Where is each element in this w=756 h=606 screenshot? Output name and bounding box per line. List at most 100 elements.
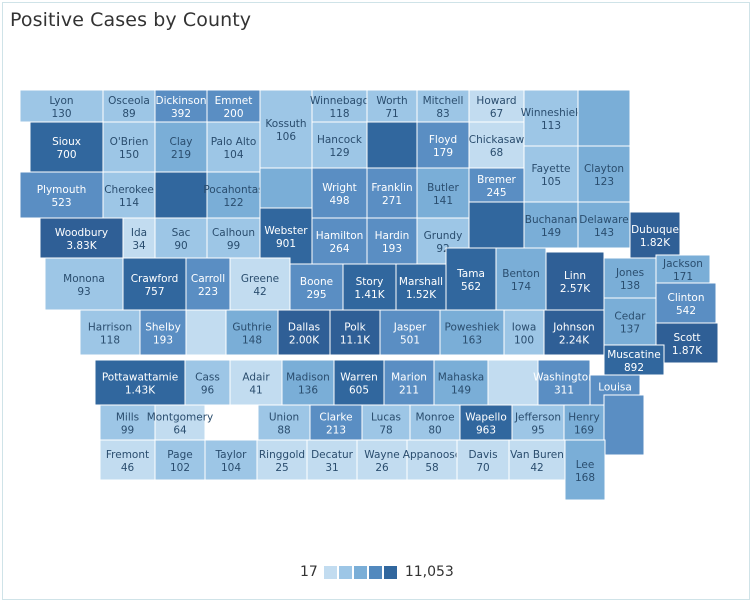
county-humboldt[interactable] — [259, 167, 313, 209]
county-shape[interactable] — [366, 89, 418, 123]
county-shape[interactable] — [537, 359, 591, 406]
county-shape[interactable] — [416, 89, 470, 123]
county-shape[interactable] — [543, 309, 605, 356]
county-shape[interactable] — [99, 404, 156, 441]
county-shape[interactable] — [523, 145, 579, 203]
county-shape[interactable] — [409, 404, 461, 441]
county-shape[interactable] — [79, 309, 141, 356]
county-shape[interactable] — [366, 121, 418, 169]
county-shape[interactable] — [577, 201, 631, 249]
county-shape[interactable] — [225, 309, 279, 356]
county-shape[interactable] — [309, 404, 363, 441]
county-allamakee[interactable] — [577, 89, 631, 147]
county-shape[interactable] — [154, 217, 208, 259]
county-shape[interactable] — [311, 89, 368, 123]
county-shape[interactable] — [277, 309, 331, 356]
county-shape[interactable] — [122, 217, 156, 259]
county-shape[interactable] — [577, 145, 631, 203]
county-shape[interactable] — [102, 121, 156, 173]
county-shape[interactable] — [281, 359, 335, 406]
county-shape[interactable] — [102, 171, 156, 219]
county-shape[interactable] — [259, 167, 313, 209]
county-shape[interactable] — [259, 89, 313, 169]
county-audubon[interactable] — [185, 309, 227, 356]
county-shape[interactable] — [523, 89, 579, 147]
county-shape[interactable] — [229, 257, 291, 311]
county-shape[interactable] — [204, 439, 258, 481]
county-shape[interactable] — [366, 167, 418, 219]
county-shape[interactable] — [655, 322, 719, 364]
county-shape[interactable] — [154, 171, 208, 219]
county-shape[interactable] — [383, 359, 435, 406]
county-shape[interactable] — [459, 404, 513, 441]
county-shape[interactable] — [439, 309, 505, 356]
county-shape[interactable] — [361, 404, 411, 441]
county-shape[interactable] — [29, 121, 104, 173]
county-shape[interactable] — [468, 167, 525, 203]
county-shape[interactable] — [603, 344, 665, 376]
county-shape[interactable] — [154, 121, 208, 173]
county-shape[interactable] — [185, 257, 231, 311]
county-buena-vista[interactable] — [154, 171, 208, 219]
county-shape[interactable] — [445, 247, 497, 311]
county-shape[interactable] — [508, 439, 566, 481]
county-shape[interactable] — [495, 247, 547, 311]
county-shape[interactable] — [523, 201, 579, 249]
county-shape[interactable] — [468, 121, 525, 169]
